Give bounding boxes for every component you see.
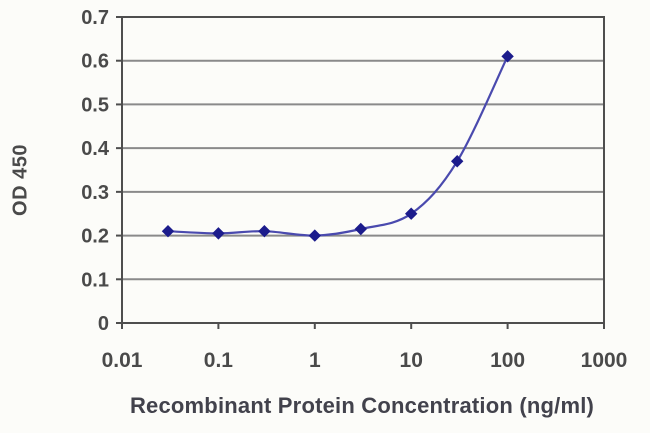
y-tick-label: 0.5 <box>81 94 109 116</box>
data-point-marker <box>404 207 418 220</box>
y-tick-label: 0.3 <box>81 182 109 204</box>
y-tick-label: 0.7 <box>81 7 109 29</box>
data-point-marker <box>161 224 175 238</box>
data-point-marker <box>354 222 368 236</box>
y-tick-label: 0.2 <box>81 226 109 248</box>
series-line <box>167 55 509 237</box>
x-tick-label: 0.1 <box>204 349 234 372</box>
y-tick-label: 0.4 <box>81 138 110 160</box>
y-axis-title: OD 450 <box>9 144 32 216</box>
x-axis-title: Recombinant Protein Concentration (ng/ml… <box>129 393 595 418</box>
x-tick-label: 10 <box>400 349 423 372</box>
x-tick-label: 100 <box>490 349 525 372</box>
y-tick-label: 0 <box>98 313 109 335</box>
data-point-marker <box>450 155 464 168</box>
y-tick-label: 0.6 <box>81 51 109 73</box>
data-point-marker <box>258 224 271 238</box>
data-point-marker <box>308 229 322 242</box>
y-tick-label: 0.1 <box>81 269 109 291</box>
data-point-marker <box>501 50 514 63</box>
data-point-marker <box>212 227 225 240</box>
x-tick-label: 0.01 <box>102 349 143 372</box>
x-tick-label: 1 <box>309 349 321 372</box>
x-tick-label: 1000 <box>581 349 628 372</box>
plot-frame <box>121 16 605 324</box>
